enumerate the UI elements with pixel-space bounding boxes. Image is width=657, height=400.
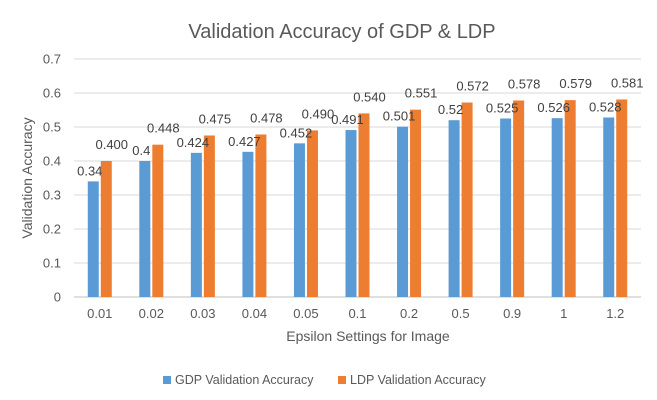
y-tick-label: 0 <box>54 290 61 305</box>
gdp-data-label: 0.526 <box>537 100 570 115</box>
y-tick-label: 0.5 <box>43 120 61 135</box>
gdp-bar <box>293 143 305 297</box>
ldp-bar <box>203 135 215 297</box>
y-tick-label: 0.2 <box>43 222 61 237</box>
x-tick-label: 0.03 <box>190 306 215 321</box>
x-axis-title: Epsilon Settings for Image <box>286 328 450 344</box>
bars <box>87 99 628 298</box>
ldp-legend-swatch <box>338 376 346 384</box>
gdp-legend-swatch <box>163 376 171 384</box>
gdp-bar <box>603 117 615 297</box>
gdp-bar <box>345 130 357 297</box>
ldp-data-label: 0.551 <box>405 86 438 101</box>
gdp-bar <box>242 151 254 297</box>
gdp-bar <box>139 161 151 297</box>
ldp-bar <box>410 109 422 297</box>
ldp-data-label: 0.578 <box>508 76 541 91</box>
y-tick-label: 0.6 <box>43 86 61 101</box>
gdp-legend-label: GDP Validation Accuracy <box>175 373 314 387</box>
x-tick-label: 0.05 <box>293 306 318 321</box>
gdp-data-label: 0.424 <box>177 135 210 150</box>
ldp-data-label: 0.572 <box>456 79 489 94</box>
ldp-bar <box>100 161 112 297</box>
gdp-bar <box>397 126 409 297</box>
y-tick-label: 0.1 <box>43 256 61 271</box>
x-tick-label: 0.5 <box>452 306 470 321</box>
ldp-data-label: 0.475 <box>199 112 232 127</box>
gdp-data-label: 0.34 <box>77 163 102 178</box>
x-tick-label: 0.1 <box>348 306 366 321</box>
gdp-bar <box>190 152 202 297</box>
x-tick-label: 0.9 <box>503 306 521 321</box>
gdp-data-label: 0.501 <box>383 109 416 124</box>
ldp-data-label: 0.579 <box>559 76 592 91</box>
x-axis-ticks: 0.01 0.02 0.03 0.04 0.05 0.1 0.2 0.5 0.9 1 1.2 <box>87 306 624 321</box>
ldp-data-label: 0.448 <box>147 121 180 136</box>
gdp-data-label: 0.525 <box>486 101 519 116</box>
x-tick-label: 1 <box>560 306 567 321</box>
x-tick-label: 0.02 <box>139 306 164 321</box>
y-tick-label: 0.3 <box>43 188 61 203</box>
y-tick-label: 0.4 <box>43 154 61 169</box>
gdp-data-label: 0.528 <box>589 99 622 114</box>
x-tick-label: 1.2 <box>606 306 624 321</box>
gdp-bar <box>87 181 99 297</box>
gridlines <box>74 58 641 298</box>
gdp-data-label: 0.491 <box>331 112 364 127</box>
ldp-data-label: 0.581 <box>611 75 644 90</box>
x-tick-label: 0.04 <box>242 306 267 321</box>
ldp-bar <box>255 134 267 297</box>
gdp-data-label: 0.452 <box>280 125 313 140</box>
ldp-data-label: 0.478 <box>250 110 283 125</box>
chart-title: Validation Accuracy of GDP & LDP <box>188 21 495 43</box>
gdp-bar <box>448 120 460 297</box>
y-axis-title: Validation Accuracy <box>19 117 35 238</box>
ldp-data-label: 0.400 <box>95 137 128 152</box>
gdp-data-label: 0.52 <box>438 102 463 117</box>
legend: GDP Validation Accuracy LDP Validation Ac… <box>163 373 486 387</box>
ldp-bar <box>616 99 628 298</box>
ldp-data-label: 0.490 <box>302 106 335 121</box>
data-labels: 0.340.400 0.40.4480.4240.4750.4270.4780.4… <box>77 75 643 178</box>
ldp-bar <box>152 144 164 297</box>
ldp-data-label: 0.540 <box>353 89 386 104</box>
ldp-bar <box>461 102 473 298</box>
ldp-bar <box>358 113 370 298</box>
ldp-bar <box>513 100 525 297</box>
y-axis-ticks: 0 0.1 0.2 0.3 0.4 0.5 0.6 0.7 <box>43 52 61 305</box>
y-tick-label: 0.7 <box>43 52 61 67</box>
ldp-bar <box>306 130 318 297</box>
x-tick-label: 0.01 <box>87 306 112 321</box>
x-tick-label: 0.2 <box>400 306 418 321</box>
gdp-data-label: 0.4 <box>132 143 150 158</box>
gdp-data-label: 0.427 <box>228 134 261 149</box>
ldp-legend-label: LDP Validation Accuracy <box>350 373 486 387</box>
ldp-bar <box>564 100 576 297</box>
gdp-bar <box>551 118 563 297</box>
gdp-bar <box>500 118 512 297</box>
